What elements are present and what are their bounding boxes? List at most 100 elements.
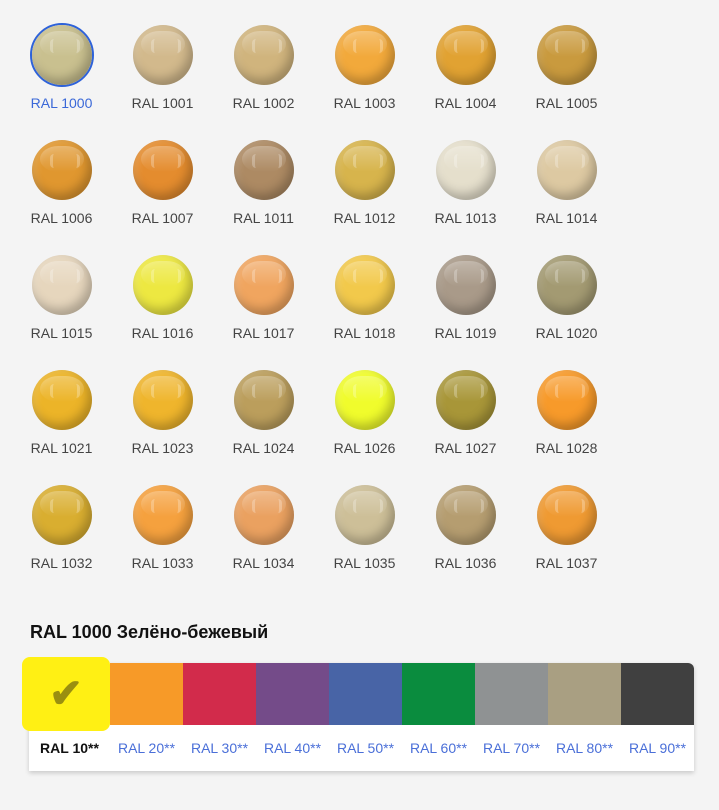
group-swatch[interactable] [548, 663, 621, 725]
color-swatch-item[interactable]: RAL 1014 [516, 138, 617, 253]
group-label[interactable]: RAL 30** [190, 740, 249, 756]
color-sphere[interactable] [233, 25, 294, 85]
color-group-tab[interactable]: RAL 60** [402, 663, 475, 771]
color-sphere[interactable] [536, 140, 597, 200]
color-swatch-item[interactable]: RAL 1027 [415, 368, 516, 483]
color-swatch-item[interactable]: RAL 1004 [415, 23, 516, 138]
color-sphere[interactable] [132, 485, 193, 545]
color-swatch-item[interactable]: RAL 1016 [112, 253, 213, 368]
group-label[interactable]: RAL 60** [409, 740, 468, 756]
color-swatch-item[interactable]: RAL 1032 [11, 483, 112, 598]
selection-ring [232, 23, 296, 87]
color-sphere[interactable] [435, 25, 496, 85]
color-sphere[interactable] [31, 25, 92, 85]
color-label: RAL 1014 [535, 210, 598, 226]
color-swatch-item[interactable]: RAL 1026 [314, 368, 415, 483]
color-group-tab[interactable]: RAL 90** [621, 663, 694, 771]
color-swatch-item[interactable]: RAL 1023 [112, 368, 213, 483]
color-sphere[interactable] [536, 485, 597, 545]
color-grid: RAL 1000 RAL 1001 RAL 1002 RAL 1003 RAL 1004… [11, 23, 617, 598]
check-icon: ✔ [49, 672, 83, 716]
color-swatch-item[interactable]: RAL 1003 [314, 23, 415, 138]
color-sphere[interactable] [334, 25, 395, 85]
color-sphere[interactable] [435, 140, 496, 200]
selection-ring [29, 23, 94, 87]
group-swatch[interactable] [110, 663, 183, 725]
color-swatch-item[interactable]: RAL 1028 [516, 368, 617, 483]
color-swatch-item[interactable]: RAL 1020 [516, 253, 617, 368]
color-swatch-item[interactable]: RAL 1007 [112, 138, 213, 253]
group-label[interactable]: RAL 80** [555, 740, 614, 756]
color-sphere[interactable] [132, 255, 193, 315]
group-label[interactable]: RAL 90** [628, 740, 687, 756]
color-group-tab[interactable]: RAL 50** [329, 663, 402, 771]
group-label[interactable]: RAL 40** [263, 740, 322, 756]
color-sphere[interactable] [435, 370, 496, 430]
color-group-tab[interactable]: RAL 30** [183, 663, 256, 771]
color-swatch-item[interactable]: RAL 1006 [11, 138, 112, 253]
color-label: RAL 1028 [535, 440, 598, 456]
color-group-tab[interactable]: RAL 40** [256, 663, 329, 771]
color-swatch-item[interactable]: RAL 1015 [11, 253, 112, 368]
selection-ring [333, 483, 397, 547]
color-swatch-item[interactable]: RAL 1017 [213, 253, 314, 368]
color-sphere[interactable] [334, 140, 395, 200]
color-swatch-item[interactable]: RAL 1001 [112, 23, 213, 138]
color-sphere[interactable] [31, 485, 92, 545]
group-swatch[interactable] [621, 663, 694, 725]
color-swatch-item[interactable]: RAL 1000 [11, 23, 112, 138]
color-sphere[interactable] [233, 485, 294, 545]
color-sphere[interactable] [334, 485, 395, 545]
color-sphere[interactable] [233, 140, 294, 200]
group-swatch[interactable] [402, 663, 475, 725]
group-label[interactable]: RAL 10** [40, 740, 99, 756]
color-swatch-item[interactable]: RAL 1033 [112, 483, 213, 598]
color-sphere[interactable] [31, 255, 92, 315]
color-swatch-item[interactable]: RAL 1021 [11, 368, 112, 483]
color-swatch-item[interactable]: RAL 1002 [213, 23, 314, 138]
color-sphere[interactable] [334, 255, 395, 315]
color-sphere[interactable] [132, 140, 193, 200]
selection-ring [131, 368, 195, 432]
color-sphere[interactable] [132, 25, 193, 85]
color-label: RAL 1023 [131, 440, 194, 456]
color-swatch-item[interactable]: RAL 1035 [314, 483, 415, 598]
group-label[interactable]: RAL 20** [117, 740, 176, 756]
color-sphere[interactable] [536, 370, 597, 430]
color-sphere[interactable] [536, 25, 597, 85]
color-label: RAL 1012 [333, 210, 396, 226]
color-swatch-item[interactable]: RAL 1019 [415, 253, 516, 368]
color-sphere[interactable] [435, 255, 496, 315]
color-sphere[interactable] [435, 485, 496, 545]
color-swatch-item[interactable]: RAL 1005 [516, 23, 617, 138]
color-swatch-item[interactable]: RAL 1013 [415, 138, 516, 253]
color-group-tab[interactable]: RAL 20** [110, 663, 183, 771]
selection-ring [131, 23, 195, 87]
color-swatch-item[interactable]: RAL 1018 [314, 253, 415, 368]
color-sphere[interactable] [233, 370, 294, 430]
selection-ring [232, 368, 296, 432]
group-swatch[interactable] [256, 663, 329, 725]
group-swatch[interactable] [183, 663, 256, 725]
color-label: RAL 1032 [30, 555, 93, 571]
color-group-tab[interactable]: RAL 70** [475, 663, 548, 771]
color-swatch-item[interactable]: RAL 1012 [314, 138, 415, 253]
color-group-tab[interactable]: RAL 80** [548, 663, 621, 771]
group-swatch[interactable] [329, 663, 402, 725]
color-sphere[interactable] [233, 255, 294, 315]
color-sphere[interactable] [536, 255, 597, 315]
color-sphere[interactable] [132, 370, 193, 430]
group-swatch[interactable] [475, 663, 548, 725]
color-swatch-item[interactable]: RAL 1024 [213, 368, 314, 483]
color-swatch-item[interactable]: RAL 1037 [516, 483, 617, 598]
color-swatch-item[interactable]: RAL 1011 [213, 138, 314, 253]
color-sphere[interactable] [334, 370, 395, 430]
group-swatch[interactable]: ✔ [22, 657, 110, 731]
group-label[interactable]: RAL 50** [336, 740, 395, 756]
color-sphere[interactable] [31, 370, 92, 430]
color-sphere[interactable] [31, 140, 92, 200]
color-group-tab[interactable]: ✔ RAL 10** [22, 657, 110, 771]
color-swatch-item[interactable]: RAL 1036 [415, 483, 516, 598]
group-label[interactable]: RAL 70** [482, 740, 541, 756]
color-swatch-item[interactable]: RAL 1034 [213, 483, 314, 598]
